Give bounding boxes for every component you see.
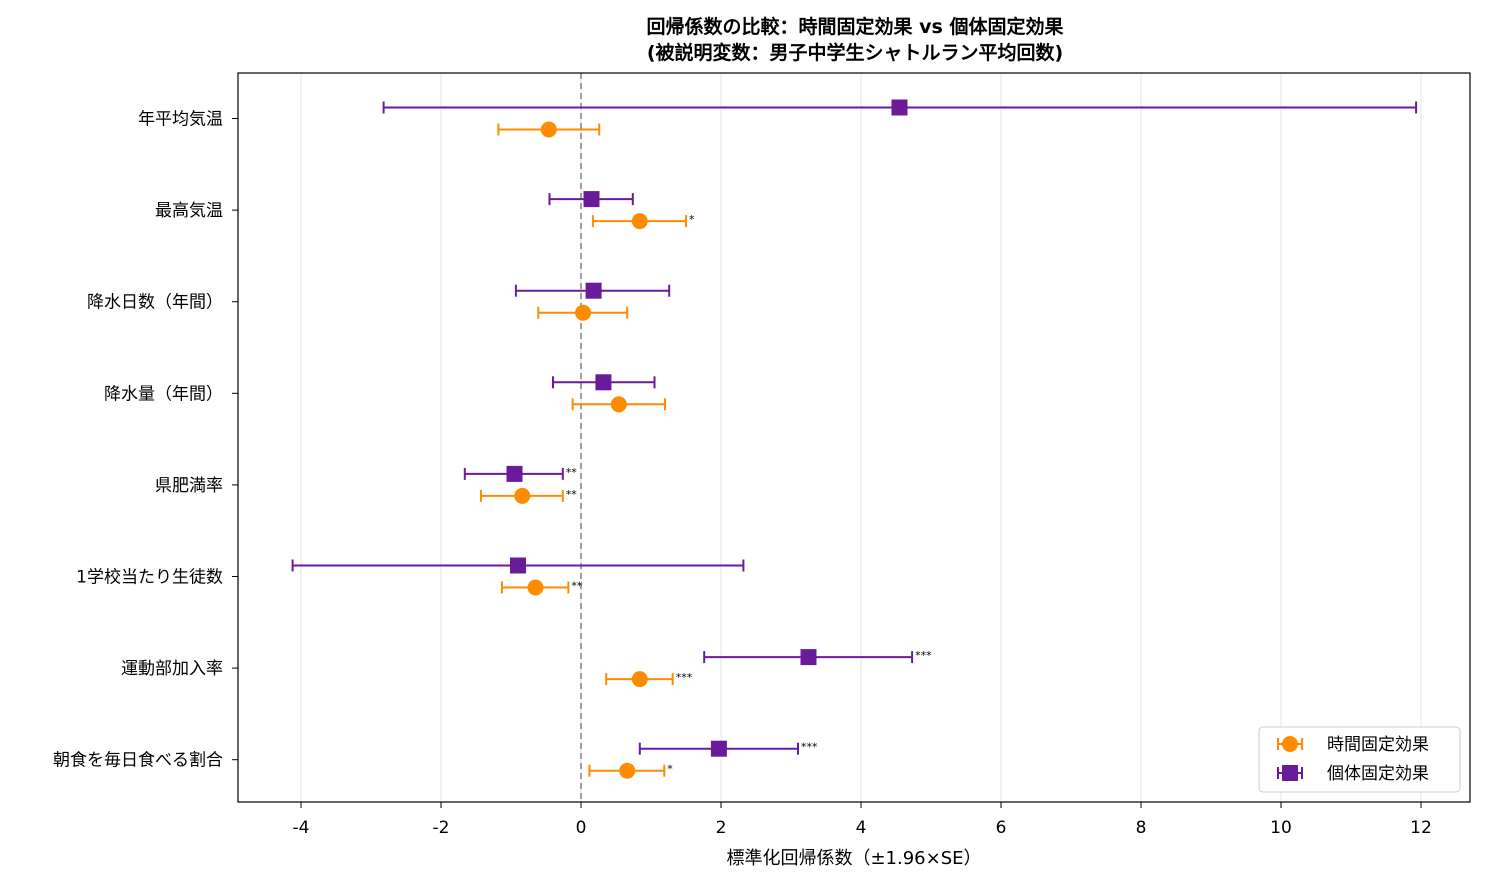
- x-axis-label: 標準化回帰係数（±1.96×SE）: [726, 848, 981, 869]
- y-tick-label: 降水日数（年間）: [87, 293, 223, 313]
- x-tick-label: -2: [433, 818, 450, 838]
- legend-label: 時間固定効果: [1327, 735, 1429, 755]
- x-tick-label: 0: [576, 818, 587, 838]
- data-marks: *****************: [291, 99, 1418, 779]
- chart-subtitle: (被説明変数：男子中学生シャトルラン平均回数): [647, 41, 1063, 64]
- legend-marker: [1282, 765, 1298, 781]
- significance-label: ***: [915, 649, 932, 662]
- significance-label: *: [667, 763, 673, 776]
- chart-title: 回帰係数の比較：時間固定効果 vs 個体固定効果: [647, 15, 1064, 38]
- estimate-point: [514, 487, 531, 504]
- x-tick-label: 8: [1136, 818, 1147, 838]
- legend-item: 個体固定効果: [1277, 764, 1429, 784]
- legend-marker: [1282, 736, 1298, 752]
- y-tick-label: 最高気温: [155, 201, 223, 221]
- significance-label: ***: [676, 671, 693, 684]
- x-tick-label: 12: [1410, 818, 1432, 838]
- y-tick-label: 1学校当たり生徒数: [76, 568, 223, 588]
- estimate-point: [710, 740, 727, 757]
- estimate-point: [540, 121, 557, 138]
- plot-frame: [237, 72, 1471, 803]
- series-individual-fe: ********: [291, 99, 1418, 757]
- significance-label: *: [689, 213, 695, 226]
- significance-label: ***: [801, 741, 818, 754]
- estimate-point: [583, 191, 600, 208]
- estimate-point: [610, 396, 627, 413]
- estimate-point: [800, 649, 817, 666]
- estimate-point: [595, 374, 612, 391]
- estimate-point: [631, 213, 648, 230]
- legend-item: 時間固定効果: [1277, 735, 1429, 755]
- estimate-point: [585, 282, 602, 299]
- significance-label: **: [566, 466, 578, 479]
- significance-label: **: [566, 488, 578, 501]
- x-tick-label: 10: [1270, 818, 1292, 838]
- series-time-fe: *********: [479, 121, 695, 779]
- estimate-point: [575, 304, 592, 321]
- y-tick-label: 運動部加入率: [121, 659, 223, 679]
- y-tick-label: 降水量（年間）: [104, 384, 223, 404]
- y-tick-label: 県肥満率: [155, 476, 223, 496]
- estimate-point: [619, 762, 636, 779]
- estimate-point: [510, 557, 526, 574]
- estimate-point: [891, 99, 908, 116]
- estimate-point: [527, 579, 544, 596]
- x-tick-label: -4: [293, 818, 310, 838]
- legend-label: 個体固定効果: [1327, 764, 1429, 784]
- y-tick-label: 年平均気温: [138, 110, 223, 130]
- significance-label: **: [571, 580, 583, 593]
- x-tick-label: 2: [716, 818, 727, 838]
- y-tick-label: 朝食を毎日食べる割合: [53, 751, 223, 771]
- legend-box: [1258, 726, 1461, 793]
- x-tick-label: 6: [996, 818, 1007, 838]
- estimate-point: [631, 671, 648, 688]
- x-axis: -4 -2 0 2 4 6 8 10 12: [293, 802, 1432, 838]
- x-tick-label: 4: [856, 818, 867, 838]
- estimate-point: [506, 465, 523, 482]
